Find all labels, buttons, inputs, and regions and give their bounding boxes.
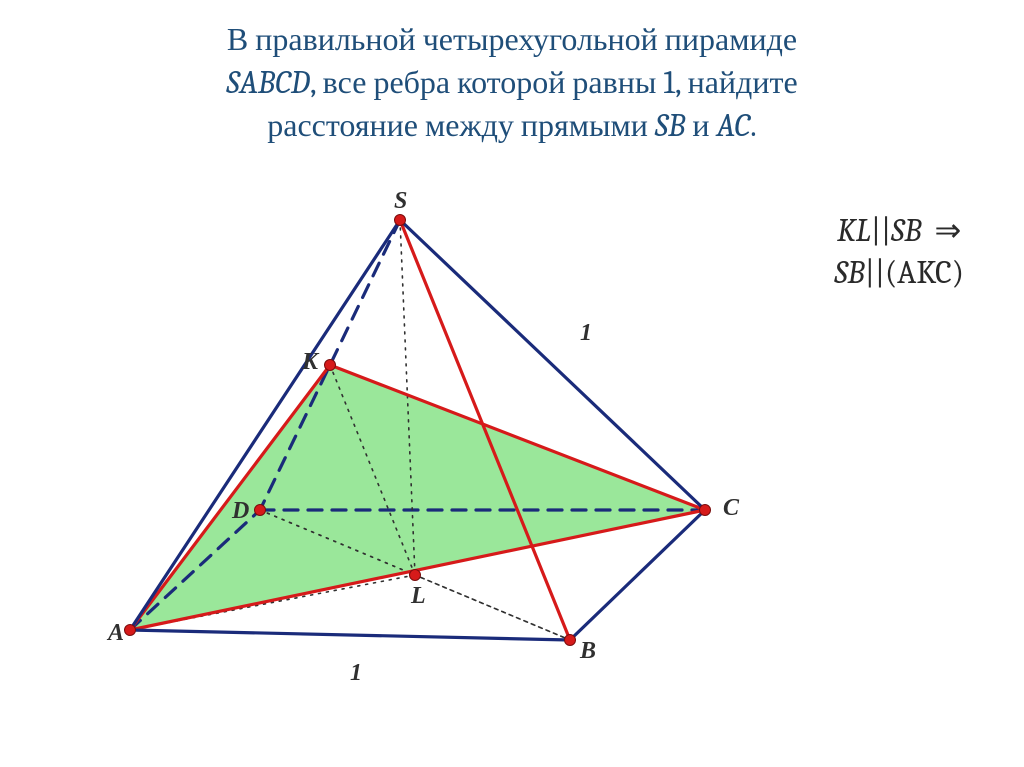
formula-akc: (AKC) [885,254,964,291]
title-line3-mid: и [685,107,716,144]
svg-text:L: L [410,583,426,609]
title-var-ac: AC [717,107,751,144]
derivation-formula: KL||SB ⇒ SB||(AKC) [834,210,964,293]
formula-par2: || [865,254,885,291]
title-line3-a: расстояние между прямыми [267,107,655,144]
formula-arrow: ⇒ [929,212,962,249]
svg-text:K: K [301,349,320,375]
formula-sb2: SB [834,254,864,291]
svg-text:B: B [579,638,596,664]
svg-text:A: A [106,620,124,646]
svg-text:D: D [231,498,249,524]
formula-sb1: SB [891,212,921,249]
title-line1: В правильной четырехугольной пирамиде [227,21,797,58]
pyramid-diagram: ABCDSKL11 [100,200,750,724]
title-line2-rest: , все ребра которой равны 1, найдите [310,64,798,101]
svg-text:1: 1 [580,320,592,346]
formula-par1: || [871,212,891,249]
title-var-sabcd: SABCD [226,64,310,101]
formula-kl: KL [837,212,871,249]
problem-title: В правильной четырехугольной пирамиде SA… [0,0,1024,148]
title-var-sb: SB [655,107,685,144]
svg-text:1: 1 [350,660,362,686]
title-line3-end: . [750,107,757,144]
svg-text:C: C [723,495,740,521]
svg-text:S: S [394,188,407,214]
